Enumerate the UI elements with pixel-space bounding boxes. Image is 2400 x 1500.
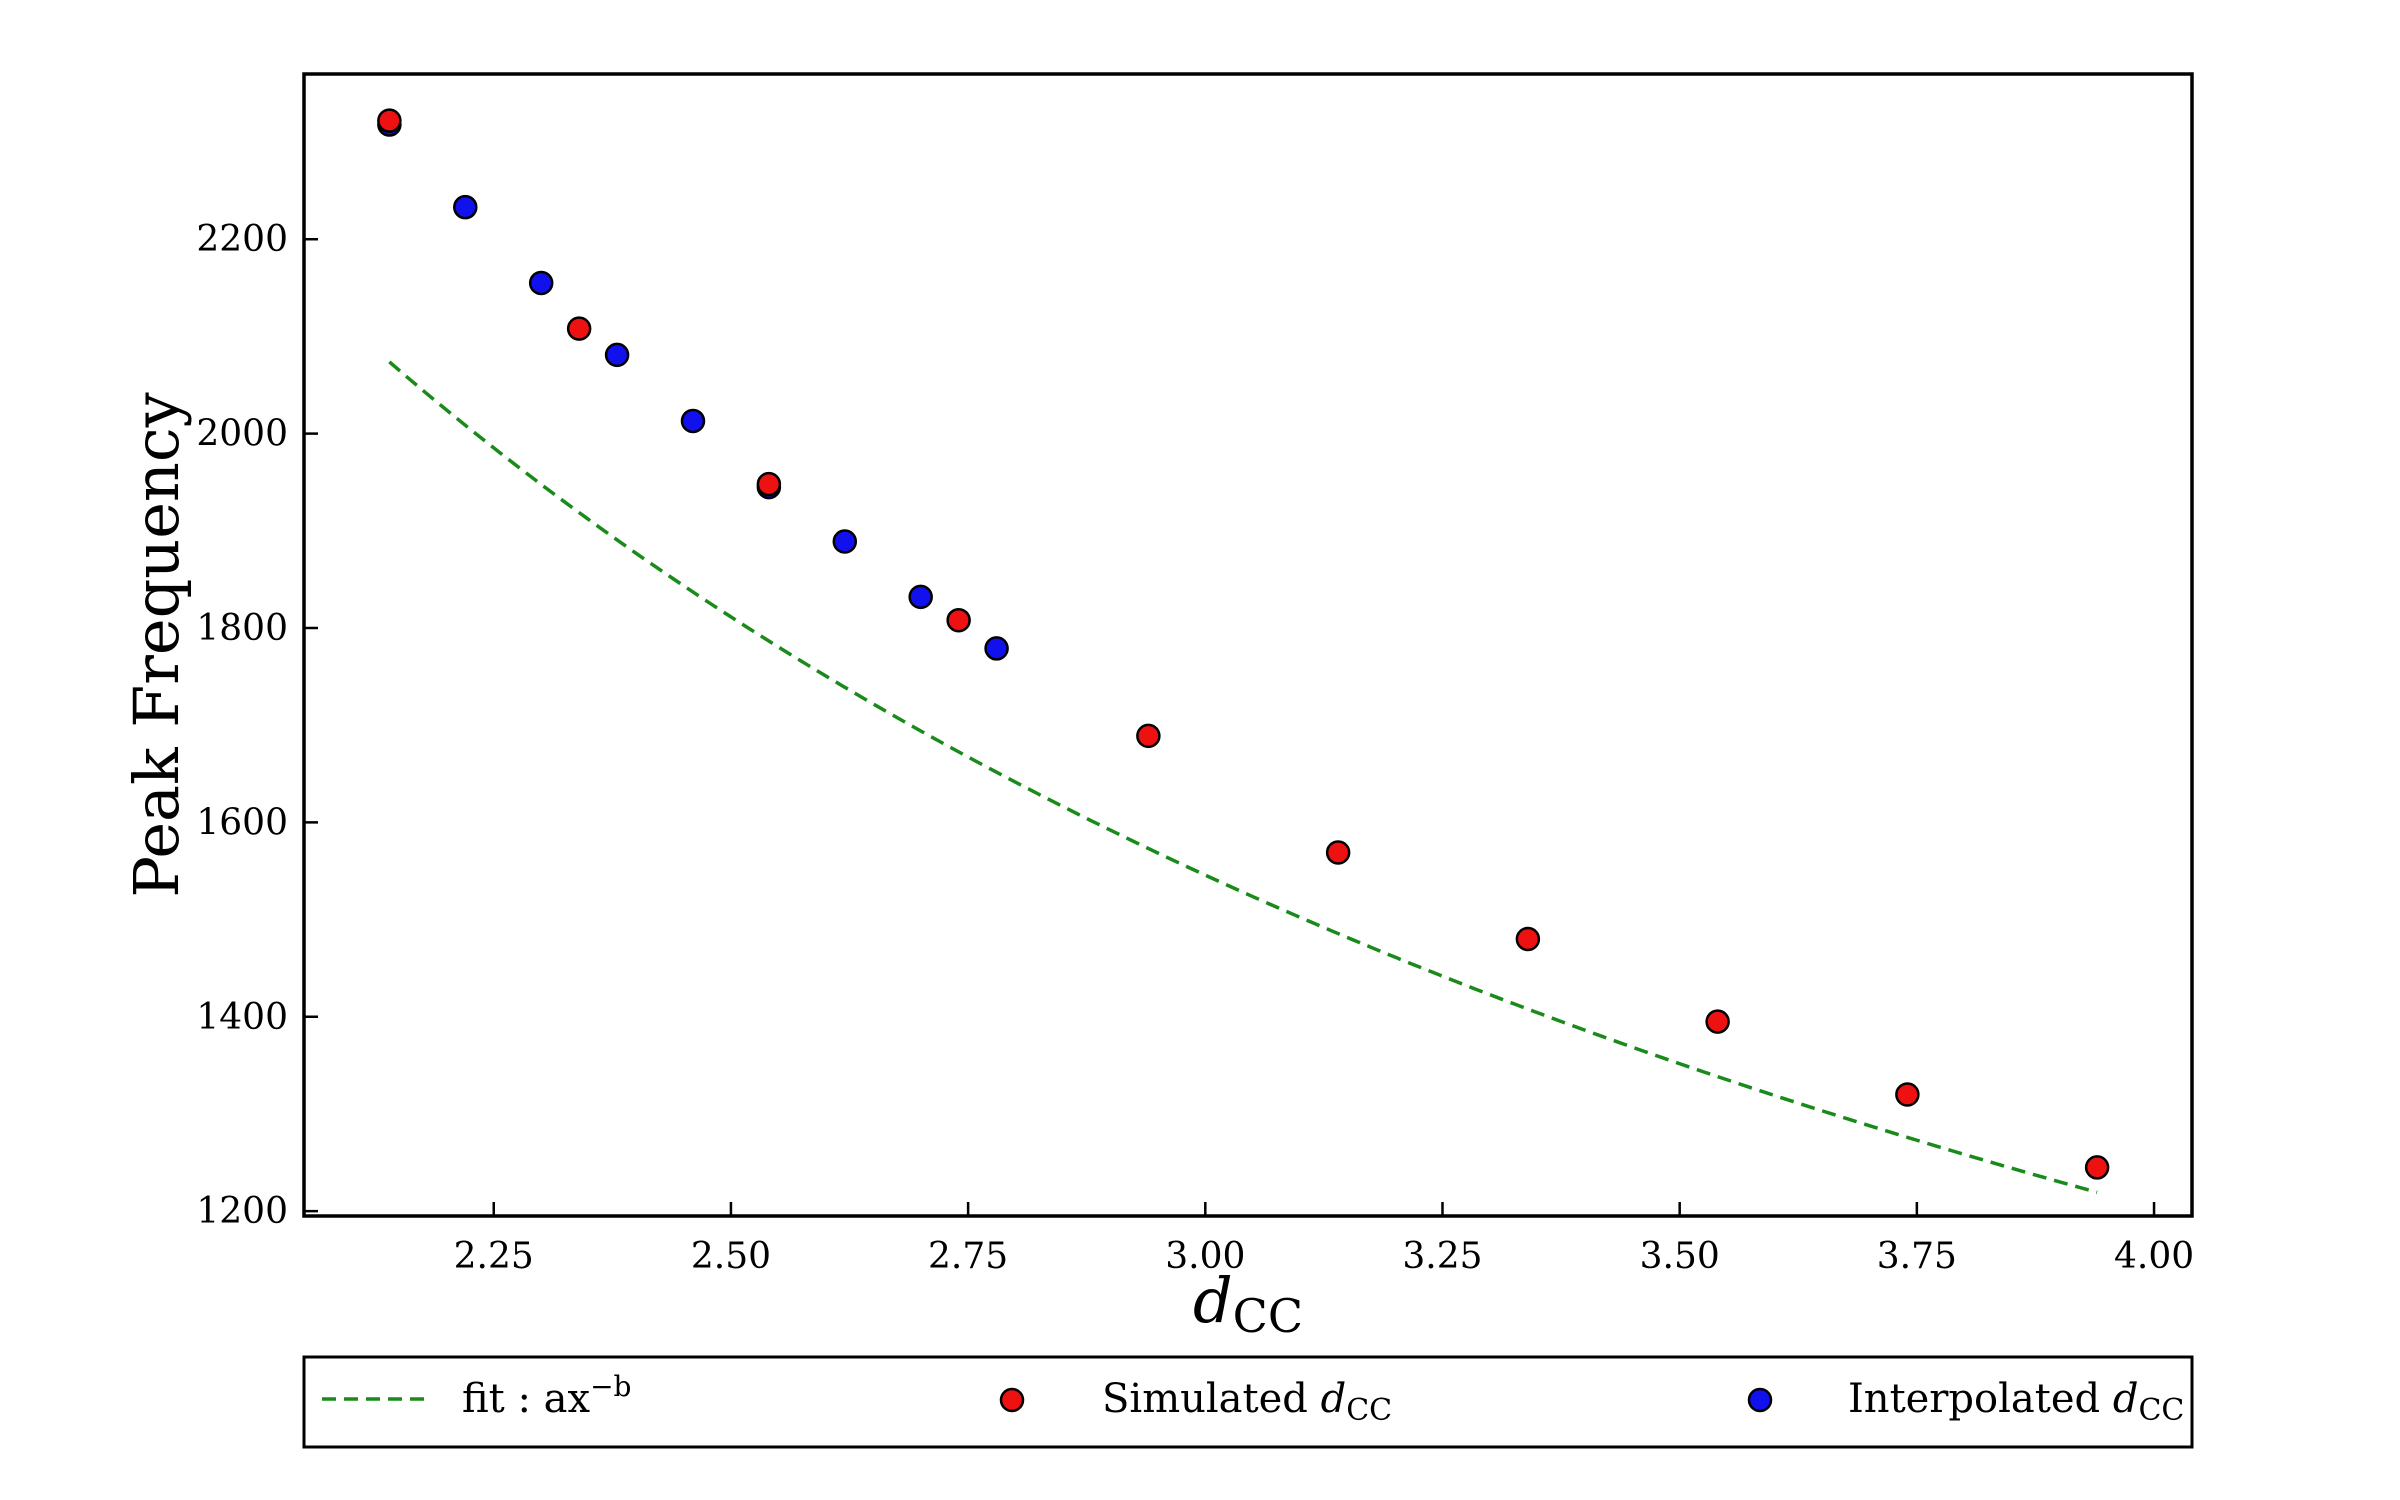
y-tick-label: 1800 (196, 608, 288, 649)
legend-interpolated-swatch (1747, 1387, 1773, 1413)
legend-interpolated-label: Interpolated dCC (1848, 1376, 2184, 1428)
legend-interpolated-text: Interpolated (1848, 1376, 2113, 1422)
x-axis-ticks: 2.25 2.50 2.75 3.00 3.25 3.50 3.75 4.00 (454, 1202, 2194, 1277)
legend-interpolated-sub: CC (2138, 1393, 2184, 1428)
simulated-point (566, 316, 592, 341)
interpolated-point (908, 584, 933, 610)
y-axis-ticks: 1200 1400 1600 1800 2000 2200 (196, 219, 318, 1232)
legend-fit-label: fit : ax−b (462, 1370, 631, 1422)
interpolated-point (453, 194, 478, 220)
simulated-point (1325, 840, 1351, 865)
simulated-point (377, 108, 402, 133)
x-tick-label: 4.00 (2114, 1236, 2194, 1277)
interpolated-point (832, 529, 858, 554)
x-axis-title-main: d (1193, 1264, 1233, 1337)
y-tick-label: 1200 (196, 1191, 288, 1232)
legend-interpolated-italic: d (2113, 1376, 2139, 1422)
x-tick-label: 2.50 (691, 1236, 771, 1277)
x-tick-label: 2.75 (928, 1236, 1008, 1277)
legend: fit : ax−b Simulated dCC Interpolated dC… (302, 1355, 2194, 1449)
y-tick-label: 2000 (196, 414, 288, 455)
fit-layer (388, 360, 2098, 1194)
x-tick-label: 3.75 (1877, 1236, 1957, 1277)
interpolated-point (680, 408, 706, 434)
x-axis-title: dCC (1193, 1264, 1303, 1343)
interpolated-point (984, 636, 1009, 661)
legend-frame (302, 1355, 2194, 1449)
simulated-point (1705, 1009, 1730, 1034)
legend-fit-sup: −b (590, 1370, 631, 1403)
x-axis-title-sub: CC (1233, 1289, 1303, 1343)
x-tick-label: 3.00 (1165, 1236, 1245, 1277)
y-tick-label: 1600 (196, 802, 288, 843)
plot-frame (302, 72, 2194, 1218)
legend-simulated-label: Simulated dCC (1102, 1376, 1392, 1428)
simulated-point (1515, 926, 1541, 952)
legend-simulated-italic: d (1321, 1376, 1347, 1422)
legend-entry-simulated: Simulated dCC (999, 1376, 1392, 1428)
legend-simulated-text: Simulated (1102, 1376, 1321, 1422)
legend-entry-fit: fit : ax−b (322, 1370, 631, 1422)
simulated-point (1895, 1082, 1920, 1107)
simulated-point (946, 607, 971, 633)
x-tick-label: 2.25 (454, 1236, 534, 1277)
y-axis-title: Peak Frequency (120, 392, 193, 897)
legend-simulated-swatch (999, 1387, 1025, 1413)
legend-simulated-sub: CC (1346, 1393, 1392, 1428)
plot-area (302, 72, 2194, 1218)
simulated-point (756, 471, 782, 497)
simulated-point (1136, 723, 1161, 749)
y-tick-label: 1400 (196, 997, 288, 1038)
interpolated-point (604, 342, 630, 368)
y-tick-label: 2200 (196, 219, 288, 260)
fit-curve (388, 360, 2098, 1194)
points-layer (377, 108, 2110, 1180)
x-tick-label: 3.50 (1640, 1236, 1720, 1277)
interpolated-point (528, 270, 554, 296)
legend-entry-interpolated: Interpolated dCC (1747, 1376, 2184, 1428)
simulated-point (2084, 1155, 2110, 1180)
legend-fit-text: fit : ax (462, 1376, 591, 1422)
x-tick-label: 3.25 (1402, 1236, 1482, 1277)
